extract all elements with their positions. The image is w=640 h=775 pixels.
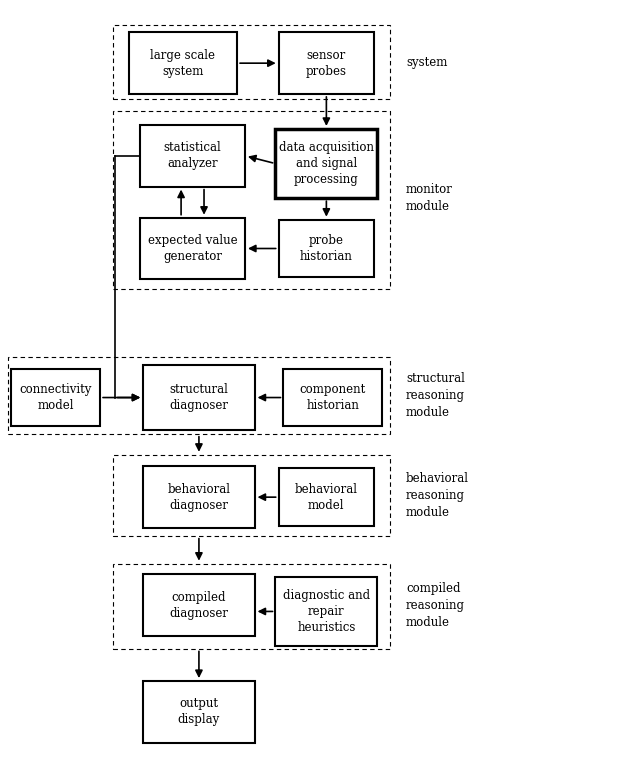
Text: output
display: output display <box>178 698 220 726</box>
Text: large scale
system: large scale system <box>150 49 216 78</box>
Text: probe
historian: probe historian <box>300 234 353 263</box>
Text: system: system <box>406 56 447 69</box>
Text: connectivity
model: connectivity model <box>19 383 92 412</box>
Text: behavioral
reasoning
module: behavioral reasoning module <box>406 472 469 519</box>
FancyBboxPatch shape <box>143 681 255 742</box>
Text: structural
diagnoser: structural diagnoser <box>170 383 228 412</box>
Text: behavioral
diagnoser: behavioral diagnoser <box>168 483 230 512</box>
Text: compiled
diagnoser: compiled diagnoser <box>170 591 228 620</box>
FancyBboxPatch shape <box>129 33 237 94</box>
FancyBboxPatch shape <box>284 369 382 426</box>
Text: component
historian: component historian <box>300 383 366 412</box>
FancyBboxPatch shape <box>11 369 100 426</box>
Text: expected value
generator: expected value generator <box>148 234 237 263</box>
FancyBboxPatch shape <box>143 365 255 430</box>
FancyBboxPatch shape <box>275 577 378 646</box>
FancyBboxPatch shape <box>278 219 374 277</box>
FancyBboxPatch shape <box>278 468 374 526</box>
FancyBboxPatch shape <box>278 33 374 94</box>
Text: statistical
analyzer: statistical analyzer <box>164 141 221 170</box>
Text: structural
reasoning
module: structural reasoning module <box>406 372 465 419</box>
Text: monitor
module: monitor module <box>406 184 453 213</box>
Text: sensor
probes: sensor probes <box>306 49 347 78</box>
FancyBboxPatch shape <box>275 129 378 198</box>
FancyBboxPatch shape <box>140 218 245 280</box>
FancyBboxPatch shape <box>140 125 245 187</box>
FancyBboxPatch shape <box>143 467 255 528</box>
Text: behavioral
model: behavioral model <box>295 483 358 512</box>
Text: data acquisition
and signal
processing: data acquisition and signal processing <box>279 141 374 186</box>
FancyBboxPatch shape <box>143 574 255 636</box>
Text: diagnostic and
repair
heuristics: diagnostic and repair heuristics <box>283 589 370 634</box>
Text: compiled
reasoning
module: compiled reasoning module <box>406 582 465 629</box>
